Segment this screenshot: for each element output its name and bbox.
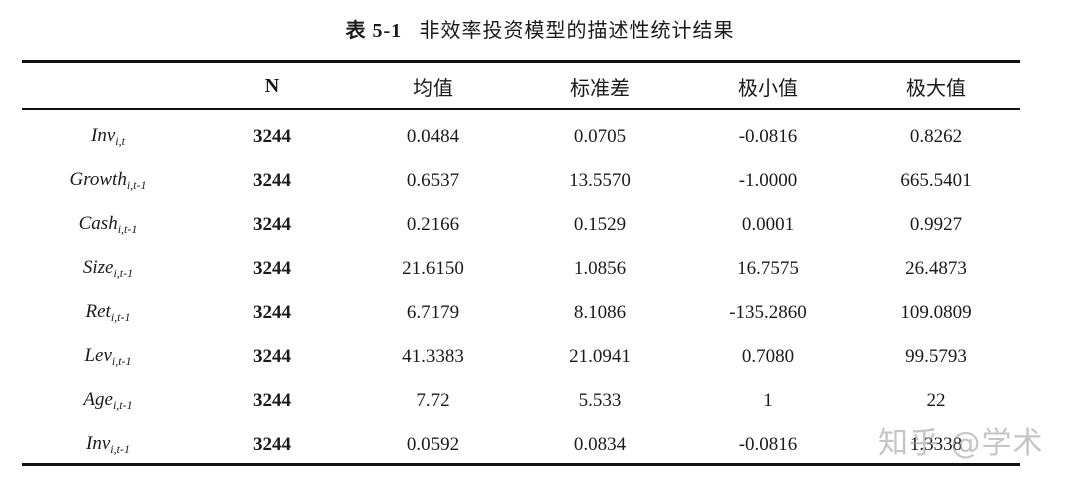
- cell-min: 1: [763, 390, 773, 411]
- cell-mean: 0.6537: [406, 170, 460, 191]
- table-number: 表 5-1: [345, 20, 403, 42]
- watermark: 知乎 @学术: [878, 426, 1044, 461]
- cell-min: 0.7080: [741, 346, 795, 367]
- header-min: 极小值: [738, 75, 798, 100]
- cell-sd: 0.0705: [573, 126, 627, 147]
- cell-max: 109.0809: [900, 302, 972, 323]
- table-title: 非效率投资模型的描述性统计结果: [419, 18, 735, 42]
- cell-mean: 21.6150: [402, 258, 464, 279]
- cell-max: 1.3338: [909, 434, 963, 455]
- cell-mean: 0.0592: [406, 434, 460, 455]
- cell-n: 3244: [253, 302, 291, 323]
- cell-min: -0.0816: [738, 126, 798, 147]
- table-caption: 表 5-1 非效率投资模型的描述性统计结果: [0, 14, 1080, 43]
- variable-subscript: i,t-1: [126, 178, 147, 192]
- cell-mean: 7.72: [416, 390, 450, 411]
- cell-sd: 0.0834: [573, 434, 627, 455]
- cell-sd: 13.5570: [569, 170, 631, 191]
- top-rule: [22, 60, 1020, 63]
- stats-table: N 均值 标准差 极小值 极大值 Invi,t 3244 0.0484 0.0705-…: [22, 63, 1020, 467]
- table-row: Reti,t-1 3244 6.7179 8.1086 -135.2860 109.080…: [22, 291, 1020, 335]
- variable-name: Cashi,t-1: [22, 203, 194, 247]
- cell-min: -1.0000: [738, 170, 798, 191]
- cell-mean: 0.2166: [406, 214, 460, 235]
- cell-mean: 6.7179: [406, 302, 460, 323]
- variable-subscript: i,t-1: [111, 354, 132, 368]
- variable-name: Reti,t-1: [22, 291, 194, 335]
- cell-n: 3244: [253, 390, 291, 411]
- table-row: Agei,t-1 3244 7.72 5.533 1 22: [22, 379, 1020, 423]
- header-rule: [22, 108, 1020, 110]
- cell-sd: 0.1529: [573, 214, 627, 235]
- variable-symbol: Ret: [85, 301, 111, 322]
- variable-subscript: i,t: [115, 134, 125, 148]
- cell-max: 99.5793: [905, 346, 967, 367]
- table-row: Cashi,t-1 3244 0.2166 0.1529 0.0001 0.9927: [22, 203, 1020, 247]
- cell-n: 3244: [253, 434, 291, 455]
- cell-mean: 0.0484: [406, 126, 460, 147]
- cell-max: 0.8262: [909, 126, 963, 147]
- header-row: N 均值 标准差 极小值 极大值: [22, 63, 1020, 109]
- cell-n: 3244: [253, 126, 291, 147]
- cell-n: 3244: [253, 258, 291, 279]
- variable-name: Levi,t-1: [22, 335, 194, 379]
- cell-sd: 21.0941: [569, 346, 631, 367]
- header-mean: 均值: [413, 75, 453, 100]
- variable-subscript: i,t-1: [110, 442, 130, 456]
- cell-max: 26.4873: [905, 258, 967, 279]
- cell-n: 3244: [253, 170, 291, 191]
- table-row: Sizei,t-1 3244 21.6150 1.0856 16.7575 26.4873: [22, 247, 1020, 291]
- header-sd: 标准差: [570, 75, 630, 100]
- variable-subscript: i,t-1: [117, 222, 138, 236]
- variable-name: Growthi,t-1: [22, 159, 194, 203]
- cell-n: 3244: [253, 346, 291, 367]
- variable-name: Invi,t: [22, 109, 194, 159]
- header-max: 极大值: [906, 75, 966, 100]
- variable-subscript: i,t-1: [112, 398, 133, 412]
- table-row: Levi,t-1 3244 41.3383 21.0941 0.7080 99.5793: [22, 335, 1020, 379]
- cell-max: 665.5401: [900, 170, 972, 191]
- cell-min: 16.7575: [737, 258, 799, 279]
- table-row: Invi,t 3244 0.0484 0.0705 -0.0816 0.8262: [22, 109, 1020, 159]
- variable-name: Agei,t-1: [22, 379, 194, 423]
- variable-subscript: i,t-1: [110, 310, 131, 324]
- cell-max: 22: [926, 390, 946, 411]
- header-n: N: [264, 74, 280, 97]
- variable-name: Invi,t-1: [22, 423, 194, 467]
- cell-mean: 41.3383: [402, 346, 464, 367]
- cell-min: -0.0816: [738, 434, 798, 455]
- cell-sd: 8.1086: [573, 302, 627, 323]
- table-row: Growthi,t-1 3244 0.6537 13.5570 -1.0000 665.5…: [22, 159, 1020, 203]
- variable-symbol: Age: [83, 389, 113, 410]
- cell-min: 0.0001: [741, 214, 795, 235]
- variable-symbol: Size: [82, 257, 114, 278]
- cell-max: 0.9927: [909, 214, 963, 235]
- header-variable: [22, 63, 194, 109]
- cell-n: 3244: [253, 214, 291, 235]
- variable-subscript: i,t-1: [113, 266, 134, 280]
- bottom-rule: [22, 463, 1020, 466]
- cell-sd: 1.0856: [573, 258, 627, 279]
- cell-min: -135.2860: [729, 302, 807, 323]
- cell-sd: 5.533: [578, 390, 622, 411]
- variable-symbol: Growth: [69, 169, 127, 190]
- variable-symbol: Inv: [86, 433, 111, 454]
- table-row: Invi,t-1 3244 0.0592 0.0834 -0.0816 1.3338: [22, 423, 1020, 467]
- variable-symbol: Cash: [78, 213, 118, 234]
- variable-name: Sizei,t-1: [22, 247, 194, 291]
- variable-symbol: Inv: [91, 125, 116, 146]
- variable-symbol: Lev: [84, 345, 112, 366]
